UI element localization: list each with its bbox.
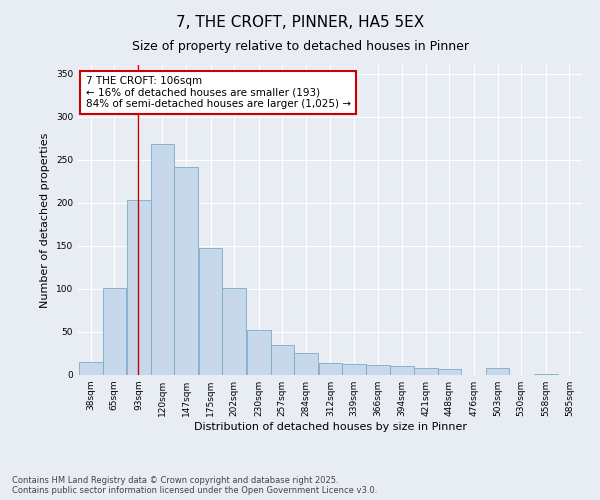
Text: Size of property relative to detached houses in Pinner: Size of property relative to detached ho… <box>131 40 469 53</box>
Bar <box>271 345 294 375</box>
Bar <box>294 354 318 375</box>
Bar <box>127 200 151 375</box>
Text: 7 THE CROFT: 106sqm
← 16% of detached houses are smaller (193)
84% of semi-detac: 7 THE CROFT: 106sqm ← 16% of detached ho… <box>86 76 350 109</box>
Bar <box>391 366 414 375</box>
Bar <box>79 362 103 375</box>
Text: Contains HM Land Registry data © Crown copyright and database right 2025.
Contai: Contains HM Land Registry data © Crown c… <box>12 476 377 495</box>
Bar <box>414 368 437 375</box>
Bar <box>199 248 223 375</box>
Bar <box>437 369 461 375</box>
Bar <box>151 144 174 375</box>
Bar <box>486 368 509 375</box>
Bar <box>223 288 246 375</box>
Bar <box>103 288 126 375</box>
Bar <box>366 364 389 375</box>
Text: 7, THE CROFT, PINNER, HA5 5EX: 7, THE CROFT, PINNER, HA5 5EX <box>176 15 424 30</box>
X-axis label: Distribution of detached houses by size in Pinner: Distribution of detached houses by size … <box>193 422 467 432</box>
Bar <box>342 364 366 375</box>
Bar <box>247 330 271 375</box>
Bar <box>319 363 342 375</box>
Bar <box>534 374 557 375</box>
Bar <box>174 168 198 375</box>
Y-axis label: Number of detached properties: Number of detached properties <box>40 132 50 308</box>
